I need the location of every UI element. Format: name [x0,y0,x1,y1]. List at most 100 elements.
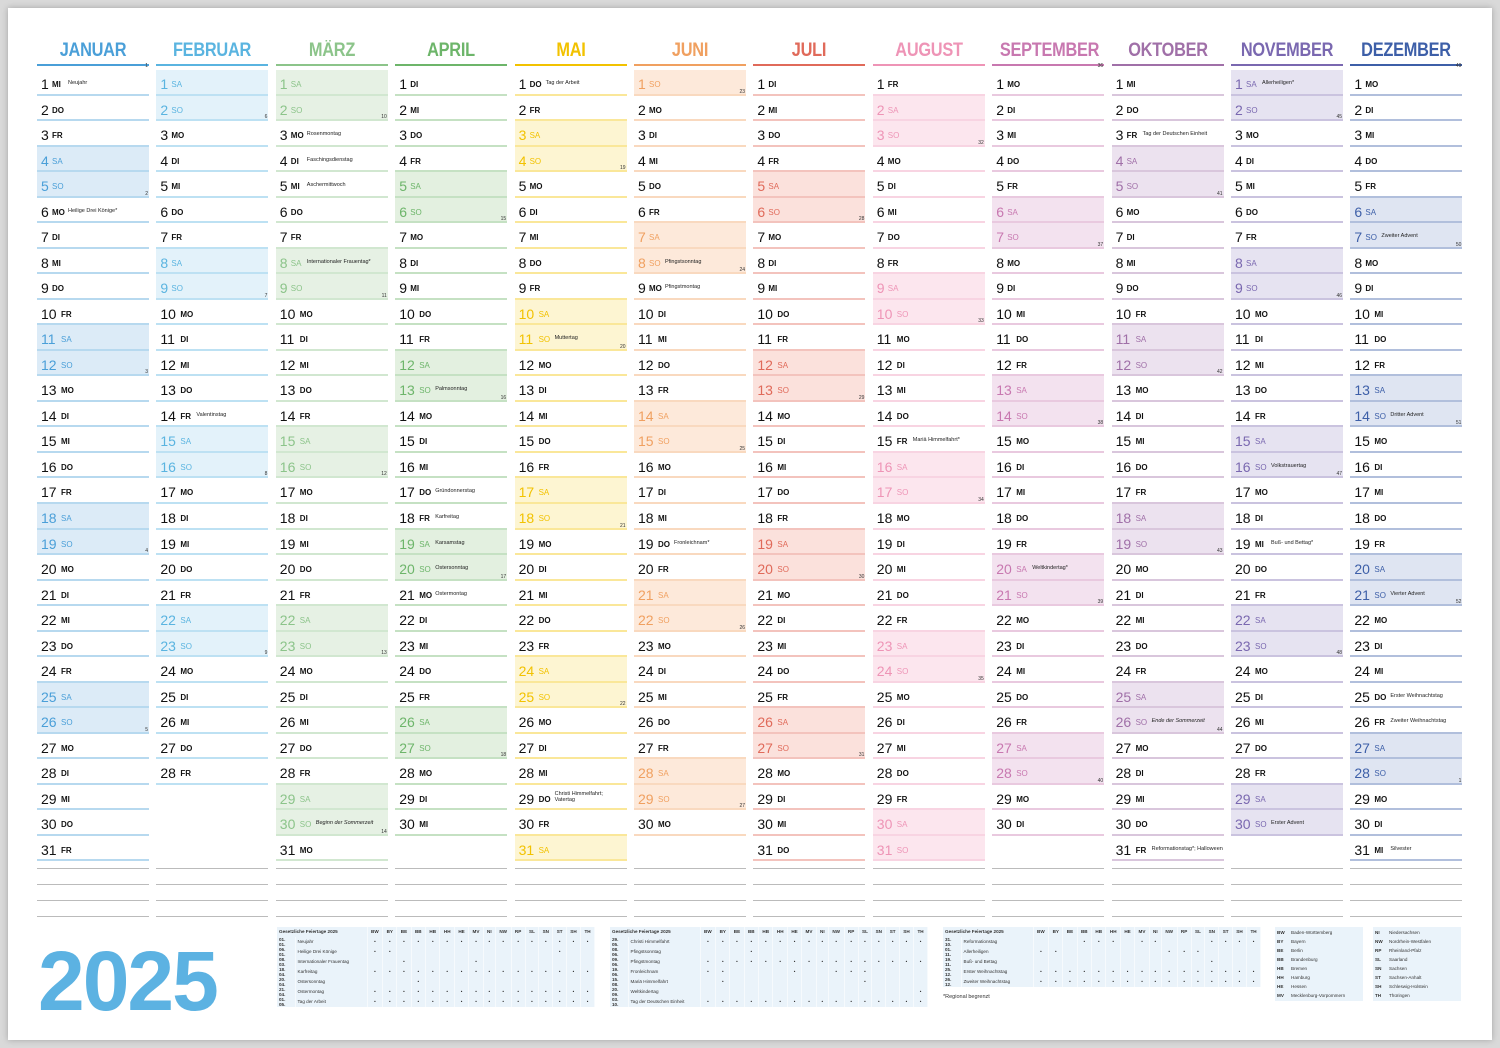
weekday: FR [61,309,72,319]
state-mark: • [1232,966,1248,977]
day-row: 6 SO [753,197,866,224]
state-mark: • [1246,976,1261,987]
day-number: 24 [757,663,773,680]
day-number: 25 [279,688,296,705]
day-row: 8 SA [156,248,269,275]
weekday: SO [1007,233,1019,243]
state-entry: SN Sachsen [1375,964,1459,973]
weekday: DO [410,131,423,141]
day-number: 14 [399,407,415,424]
weekday: DO [1016,514,1029,523]
day-row: 7 FR [275,223,388,249]
notes-line [634,884,746,885]
state-mark [566,956,582,967]
day-number: 28 [757,765,773,782]
weekday: SO [777,386,789,396]
day-row: 1 FR [872,70,985,96]
weekday: DI [658,488,666,498]
weekday: FR [1374,718,1386,728]
day-number: 19 [1235,535,1251,552]
weekday: SA [1255,794,1266,804]
day-row: 10 MO 7 [156,293,269,326]
day-number: 2 [160,101,169,118]
day-row: 30 DI [992,810,1105,836]
state-abbr: BW [367,927,384,937]
day-number: 12 [757,356,773,373]
day-row: 26 SO Ende der Sommerzeit [1111,708,1224,734]
weekday: SO [1016,769,1028,779]
day-number: 24 [638,663,654,680]
day-number: 21 [876,586,893,603]
holiday-name: Reformationstag [961,936,1034,947]
day-number: 14 [638,407,654,424]
day-row: 13 DI [514,376,627,402]
state-mark [772,976,788,987]
day-row: 25 FR [395,683,508,709]
day-row: 25 DO [992,683,1105,709]
state-entry: HE Hessen [1277,982,1361,991]
holiday-table: Gesetzliche Feiertage 2025 BW BY BE BB HB HH HE… [610,927,928,1007]
state-mark [844,946,859,957]
holiday-date: 19. 11. [943,956,962,967]
day-number: 3 [757,127,766,144]
holiday-row: 01. 11. Allerheiligen • • • • • [943,946,1261,957]
state-mark [828,976,845,987]
day-number: 10 [41,305,57,322]
day-number: 30 [876,816,893,833]
day-row: 19 SO [37,529,149,556]
weekday: MI [61,794,70,804]
weekday: SA [419,718,430,728]
state-mark [700,986,717,997]
state-mark: • [511,986,526,997]
weekday: FR [410,156,421,166]
day-row: 11 DI [1231,325,1343,351]
weekday: MI [777,462,787,472]
day-number: 14 [41,407,57,424]
state-mark [552,956,567,967]
week-number: 33 [978,318,984,325]
notes-line [1111,916,1224,917]
day-number: 7 [279,229,288,246]
state-abbr: TH [1246,927,1261,937]
weekday: MO [1016,437,1030,447]
notes-line [1231,868,1343,869]
state-mark: • [1091,966,1107,977]
day-number: 25 [757,688,773,705]
holiday-note: Pfingstmontag [665,284,701,291]
holiday-date: 19. 06. [610,966,629,977]
week-number: 34 [978,497,984,503]
holiday-row: 26. 12. Zweiter Weihnachtstag • • • • • • • • • • • •… [943,976,1261,987]
day-number: 13 [279,382,296,399]
day-row: 2 SO [156,95,269,122]
weekday: SO [180,641,192,651]
weekday: SA [658,590,669,600]
month-underline [634,64,746,66]
weekday: MI [1135,616,1145,626]
state-mark: • [425,936,441,947]
state-abbr: BW [700,927,717,937]
day-row: 16 DI [992,453,1105,479]
day-number: 30 [638,816,654,833]
notes-line [156,884,269,885]
weekday: DI [1374,820,1383,830]
day-row: 2 DI [992,96,1105,122]
day-row: 23 SO [1231,631,1343,658]
week-number: 6 [264,114,268,121]
state-mark: • [468,996,484,1007]
weekday: MI [180,360,190,370]
day-row: 27 DO [1231,734,1343,760]
day-number: 14 [1115,407,1132,424]
state-mark: • [439,966,455,977]
day-row: 24 MO 13 [275,650,388,683]
day-number: 23 [1235,637,1251,654]
weekday: SA [410,182,421,192]
day-row: 15 SA [1231,427,1343,453]
day-number: 17 [757,484,773,501]
weekday: DO [896,769,909,779]
state-mark: • [1177,966,1192,977]
weekday: MI [529,233,539,243]
day-row: 31 FR Reformationstag*; Halloween [1111,836,1224,862]
state-mark [828,946,845,957]
weekday: MO [299,667,313,677]
state-mark: • [858,956,873,967]
